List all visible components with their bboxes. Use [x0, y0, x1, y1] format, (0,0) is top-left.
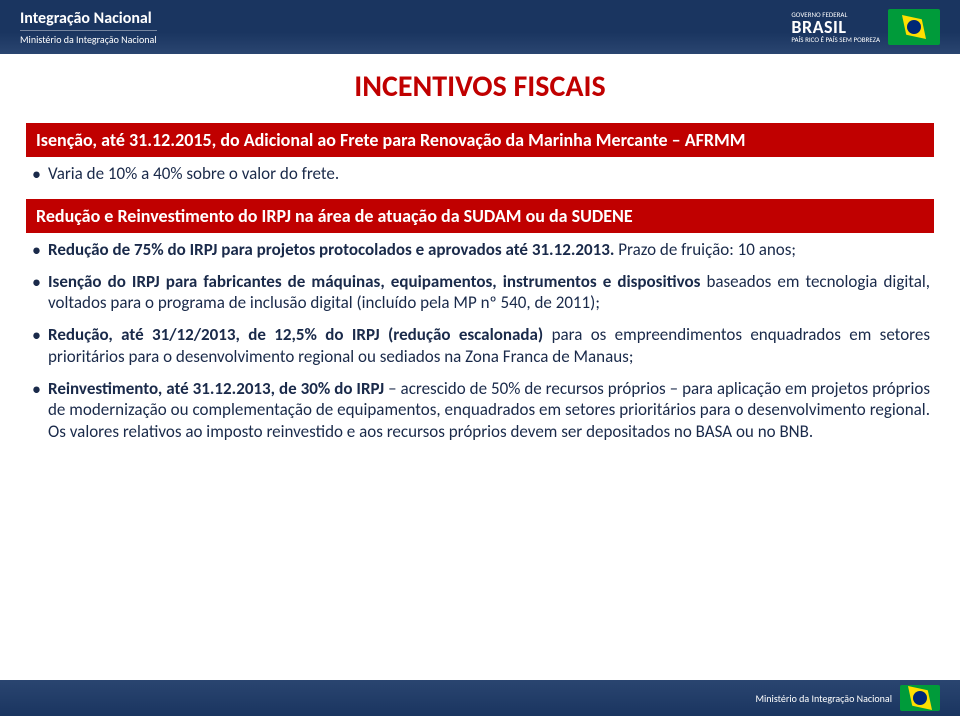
brazil-flag-icon — [888, 9, 940, 45]
brand-sub: PAÍS RICO É PAÍS SEM POBREZA — [791, 36, 880, 43]
bullet-list-2: Redução de 75% do IRPJ para projetos pro… — [26, 239, 934, 443]
header-subtitle: Ministério da Integração Nacional — [20, 30, 157, 46]
list-item: Redução, até 31/12/2013, de 12,5% do IRP… — [30, 324, 930, 368]
footer-text: Ministério da Integração Nacional — [755, 692, 892, 705]
bullet-list-1: Varia de 10% a 40% sobre o valor do fret… — [26, 163, 934, 185]
section-box-2: Redução e Reinvestimento do IRPJ na área… — [26, 199, 934, 233]
list-item: Isenção do IRPJ para fabricantes de máqu… — [30, 271, 930, 315]
bullet-bold: Redução, até 31/12/2013, de 12,5% do IRP… — [48, 324, 552, 345]
list-item: Reinvestimento, até 31.12.2013, de 30% d… — [30, 378, 930, 443]
bullet-text: Prazo de fruição: 10 anos; — [618, 239, 796, 260]
footer-bar: Ministério da Integração Nacional — [0, 680, 960, 716]
slide-title: INCENTIVOS FISCAIS — [0, 68, 960, 105]
bullet-bold: Reinvestimento, até 31.12.2013, de 30% d… — [48, 378, 388, 399]
list-item: Redução de 75% do IRPJ para projetos pro… — [30, 239, 930, 261]
header-bar: Integração Nacional Ministério da Integr… — [0, 0, 960, 54]
brand-main: BRASIL — [791, 18, 880, 36]
bullet-text-tail: Os valores relativos ao imposto reinvest… — [48, 421, 813, 442]
header-title: Integração Nacional — [20, 9, 157, 28]
list-item: Varia de 10% a 40% sobre o valor do fret… — [30, 163, 930, 185]
brazil-flag-icon — [900, 685, 940, 711]
slide-title-area: INCENTIVOS FISCAIS — [0, 68, 960, 105]
bullet-bold: Isenção do IRPJ para fabricantes de máqu… — [48, 271, 706, 292]
header-left: Integração Nacional Ministério da Integr… — [20, 9, 157, 46]
slide-content: Isenção, até 31.12.2015, do Adicional ao… — [0, 123, 960, 443]
bullet-bold: Redução de 75% do IRPJ para projetos pro… — [48, 239, 618, 260]
gov-brand: GOVERNO FEDERAL BRASIL PAÍS RICO É PAÍS … — [791, 11, 880, 43]
section-box-1: Isenção, até 31.12.2015, do Adicional ao… — [26, 123, 934, 157]
header-right: GOVERNO FEDERAL BRASIL PAÍS RICO É PAÍS … — [791, 9, 940, 45]
